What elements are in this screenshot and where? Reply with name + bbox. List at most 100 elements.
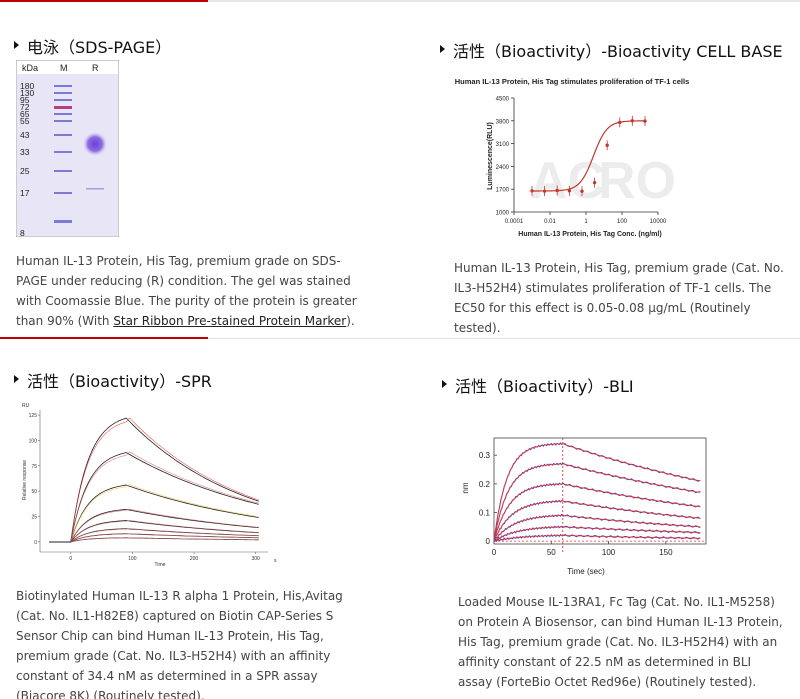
gel-lane-r-label: R [92, 63, 99, 73]
spr-caption: Biotinylated Human IL-13 R alpha 1 Prote… [16, 589, 343, 699]
gel-marker-label: 55 [20, 116, 30, 126]
y-tick-label: 25 [31, 515, 37, 521]
x-tick-label: 0 [492, 548, 497, 557]
gel-lane-m-label: M [60, 63, 68, 73]
raw-binding-curve [493, 525, 701, 543]
y-axis-label: Luminescence(RLU) [487, 122, 494, 190]
fit-curve [70, 533, 259, 543]
data-point [567, 189, 572, 193]
sensorgram-curve [49, 508, 259, 543]
data-point [643, 119, 647, 123]
sds-page-gel-image: kDa M R 180 130 95 72 65 55 43 33 25 17 … [16, 60, 119, 237]
data-point [630, 119, 635, 123]
y-tick-label: 1700 [496, 188, 510, 194]
y-tick-label: 100 [29, 438, 38, 444]
top-divider-accent [0, 0, 208, 2]
fit-curve [70, 417, 259, 542]
sensorgram-curve [49, 484, 259, 543]
data-point [592, 180, 597, 185]
gel-marker-label: 33 [20, 147, 30, 157]
bli-binding-chart: 0 0.1 0.2 0.3 0 50 100 150 nm Time (sec) [461, 437, 707, 576]
sensorgram-curve [49, 452, 259, 543]
gel-marker-label: 130 [20, 88, 34, 98]
spr-sensorgram-chart: RU s 0 25 50 75 100 125 0 100 200 300 Relative re… [22, 403, 277, 568]
sensorgram-curve [49, 417, 259, 543]
data-point [530, 189, 534, 193]
middle-divider [0, 338, 800, 339]
y-tick-label: 0 [486, 537, 491, 546]
fit-curve [493, 534, 701, 542]
svg-text:RO: RO [598, 152, 676, 210]
bullet-triangle-icon [440, 45, 445, 53]
gel-marker-label: 43 [20, 130, 30, 140]
fit-curve [493, 526, 701, 542]
x-tick-label: 100 [617, 219, 628, 225]
fit-curve [70, 484, 259, 542]
spr-unit-s: s [274, 558, 277, 564]
y-tick-label: 75 [31, 464, 37, 470]
y-tick-label: 125 [29, 413, 38, 419]
spr-title: 活性（Bioactivity）-SPR [14, 368, 212, 392]
x-tick-label: 0.0001 [505, 219, 524, 225]
data-point [542, 189, 547, 193]
bli-caption: Loaded Mouse IL-13RA1, Fc Tag (Cat. No. … [458, 595, 783, 689]
x-tick-label: 100 [602, 548, 616, 557]
data-point [555, 188, 559, 193]
fit-curve [70, 520, 259, 543]
fit-curve [70, 537, 259, 543]
gel-kda-label: kDa [22, 63, 38, 73]
fit-curve [493, 443, 701, 542]
x-axis-label: Time (sec) [567, 567, 605, 576]
gel-marker-label: 8 [20, 228, 25, 237]
x-axis-label: Time [155, 562, 166, 568]
data-point [580, 189, 584, 193]
x-tick-label: 0.01 [544, 219, 556, 225]
y-tick-label: 0 [34, 540, 37, 546]
fit-curve [70, 451, 259, 542]
x-tick-label: 50 [547, 548, 556, 557]
middle-divider-accent [0, 337, 208, 339]
bullet-triangle-icon [14, 41, 19, 49]
fit-curve [493, 500, 701, 542]
gel-marker-label: 72 [20, 102, 30, 112]
gel-marker-label: 25 [20, 166, 30, 176]
y-tick-label: 2400 [496, 165, 510, 171]
gel-marker-label: 180 [20, 81, 34, 91]
y-tick-label: 0.2 [479, 480, 491, 489]
gel-lane-m [54, 85, 72, 223]
bullet-triangle-icon [14, 375, 19, 383]
y-tick-label: 0.3 [479, 451, 491, 460]
gel-lane-r [83, 132, 107, 190]
data-point [618, 120, 622, 125]
fit-curve [493, 483, 701, 542]
data-point [605, 143, 609, 147]
y-tick-label: 0.1 [479, 508, 491, 517]
sds-page-title: 电泳（SDS-PAGE） [14, 34, 171, 58]
sds-page-caption: Human IL-13 Protein, His Tag, premium gr… [16, 254, 357, 328]
cell-based-title: 活性（Bioactivity）-Bioactivity CELL BASE [440, 38, 783, 62]
cell-proliferation-chart: Human IL-13 Protein, His Tag stimulates … [455, 77, 690, 238]
y-tick-label: 4500 [496, 97, 510, 103]
x-tick-label: 0 [69, 556, 72, 562]
y-tick-label: 50 [31, 489, 37, 495]
star-ribbon-marker-link[interactable]: Star Ribbon Pre-stained Protein Marker [113, 314, 347, 328]
x-tick-label: 1 [584, 219, 588, 225]
gel-marker-label: 65 [20, 109, 30, 119]
y-tick-label: 3100 [496, 142, 510, 148]
x-tick-label: 100 [128, 556, 137, 562]
y-tick-label: 3800 [496, 119, 510, 125]
plot-frame [493, 437, 707, 545]
sensorgram-curve [49, 520, 259, 543]
y-tick-label: 1000 [496, 211, 510, 217]
gel-marker-label: 17 [20, 188, 30, 198]
y-axis-label: nm [461, 482, 470, 493]
top-divider [0, 0, 800, 2]
fit-curve [493, 463, 701, 542]
cell-based-caption: Human IL-13 Protein, His Tag, premium gr… [454, 261, 784, 335]
x-tick-label: 150 [659, 548, 673, 557]
x-tick-label: 300 [252, 556, 261, 562]
fit-curve [70, 508, 259, 543]
x-axis-label: Human IL-13 Protein, His Tag Conc. (ng/m… [518, 231, 661, 238]
gel-marker-label: 95 [20, 95, 30, 105]
y-axis-label: Relative response [22, 460, 28, 500]
